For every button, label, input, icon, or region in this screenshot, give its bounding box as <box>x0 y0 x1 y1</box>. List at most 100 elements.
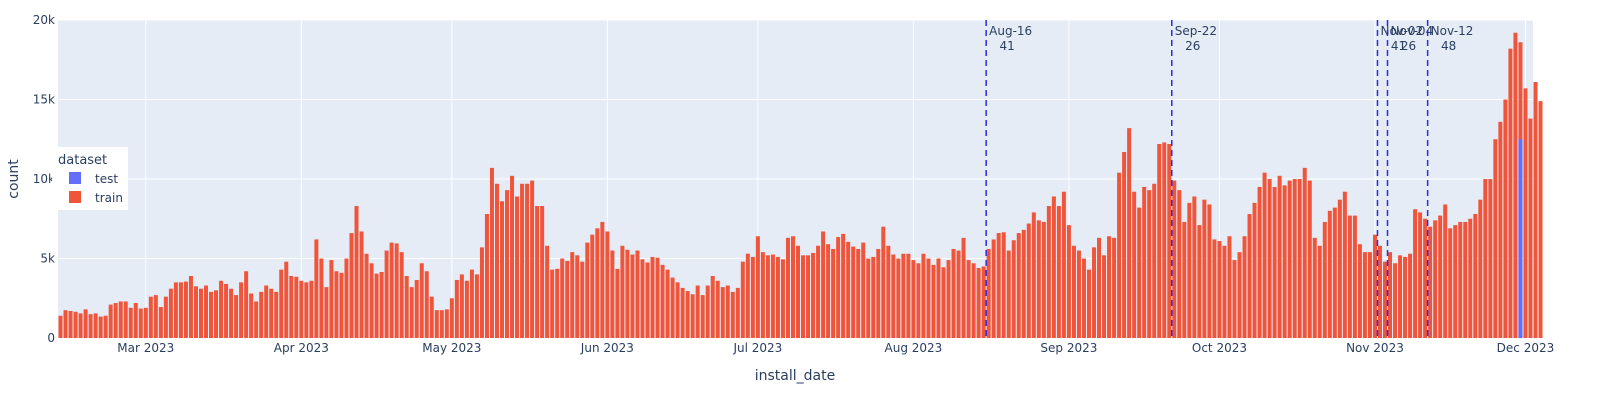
bar-train <box>1307 180 1312 338</box>
bar-train <box>449 298 454 338</box>
bar-train <box>535 206 540 338</box>
bar-train <box>1428 226 1433 338</box>
x-axis-label: install_date <box>755 368 835 384</box>
bar-train <box>665 269 670 338</box>
bar-train <box>1508 48 1513 339</box>
bar-train <box>83 309 88 338</box>
bar-train <box>1322 221 1327 338</box>
annotation-value: 48 <box>1441 39 1456 53</box>
bar-train <box>680 287 685 338</box>
bar-train <box>1463 221 1468 338</box>
bar-train <box>996 233 1001 338</box>
y-tick-label: 10k <box>33 172 55 186</box>
y-tick-label: 0 <box>47 331 55 345</box>
bar-train <box>675 282 680 338</box>
bar-train <box>720 287 725 338</box>
bar-train <box>790 236 795 338</box>
bar-train <box>1147 190 1152 338</box>
bar-train <box>299 280 304 338</box>
bar-train <box>645 262 650 338</box>
bar-train <box>650 256 655 338</box>
bar-train <box>1443 204 1448 338</box>
annotation-label: Nov-04 <box>1391 24 1434 38</box>
bar-train <box>259 291 264 338</box>
bar-train <box>770 254 775 338</box>
bar-train <box>424 271 429 338</box>
bar-train <box>1297 179 1302 338</box>
bar-train <box>344 258 349 338</box>
bar-train <box>841 233 846 338</box>
bar-train <box>991 239 996 338</box>
bar-train <box>1408 253 1413 338</box>
bar-train <box>590 234 595 338</box>
bar-train <box>404 275 409 338</box>
bar-train <box>941 267 946 338</box>
bar-train <box>640 259 645 338</box>
bar-train <box>595 228 600 338</box>
bar-train <box>354 206 359 338</box>
legend-swatch-test <box>69 172 81 184</box>
bar-train <box>1413 209 1418 338</box>
bar-train <box>555 268 560 338</box>
bar-train <box>1197 225 1202 338</box>
bar-train <box>274 291 279 338</box>
bar-train <box>600 221 605 338</box>
bar-train <box>1117 172 1122 338</box>
bar-train <box>1227 236 1232 338</box>
bar-train <box>1097 237 1102 338</box>
bar-train <box>745 253 750 338</box>
bar-train <box>755 236 760 338</box>
bar-train <box>239 282 244 338</box>
bar-train <box>394 243 399 338</box>
bar-train <box>444 309 449 338</box>
bar-train <box>374 273 379 338</box>
bar-train <box>1493 139 1498 338</box>
bar-train <box>279 269 284 338</box>
legend-item-test[interactable]: test <box>69 172 118 186</box>
bar-train <box>419 263 424 338</box>
bar-train <box>1086 269 1091 338</box>
bar-train <box>1433 220 1438 338</box>
bar-train <box>1107 236 1112 338</box>
bar-train <box>1448 228 1453 338</box>
x-tick-label: May 2023 <box>422 341 481 355</box>
bar-test <box>1518 139 1523 338</box>
bar-train <box>1377 245 1382 338</box>
bar-train <box>1332 207 1337 338</box>
bar-train <box>655 257 660 338</box>
bar-train <box>269 288 274 338</box>
bar-train <box>1337 199 1342 338</box>
bar-train <box>198 288 203 338</box>
bar-train <box>836 237 841 338</box>
bar-train <box>926 258 931 338</box>
legend-item-train[interactable]: train <box>69 191 123 205</box>
bar-train <box>339 272 344 338</box>
bar-train <box>510 175 515 338</box>
bar-train <box>851 246 856 338</box>
bar-train <box>1092 247 1097 338</box>
bar-train <box>409 287 414 338</box>
bar-train <box>550 269 555 338</box>
bar-train <box>881 226 886 338</box>
y-tick-label: 15k <box>33 93 55 107</box>
bar-train <box>540 206 545 338</box>
legend-swatch-train <box>69 191 81 203</box>
bar-train <box>1142 186 1147 338</box>
bar-train <box>625 249 630 338</box>
bar-train <box>981 266 986 338</box>
bar-train <box>1398 255 1403 338</box>
bar-train <box>108 304 113 338</box>
bar-train <box>219 280 224 338</box>
bar-train <box>1538 101 1543 338</box>
bar-train <box>1438 215 1443 338</box>
y-tick-label: 20k <box>33 13 55 27</box>
bar-train <box>1232 260 1237 338</box>
bar-train <box>203 285 208 338</box>
bar-train <box>1152 183 1157 338</box>
annotation-label: Sep-22 <box>1175 24 1217 38</box>
bar-train <box>1112 237 1117 338</box>
bar-train <box>730 291 735 338</box>
legend-title: dataset <box>58 153 107 168</box>
bar-train <box>414 279 419 338</box>
bar-train <box>580 261 585 338</box>
